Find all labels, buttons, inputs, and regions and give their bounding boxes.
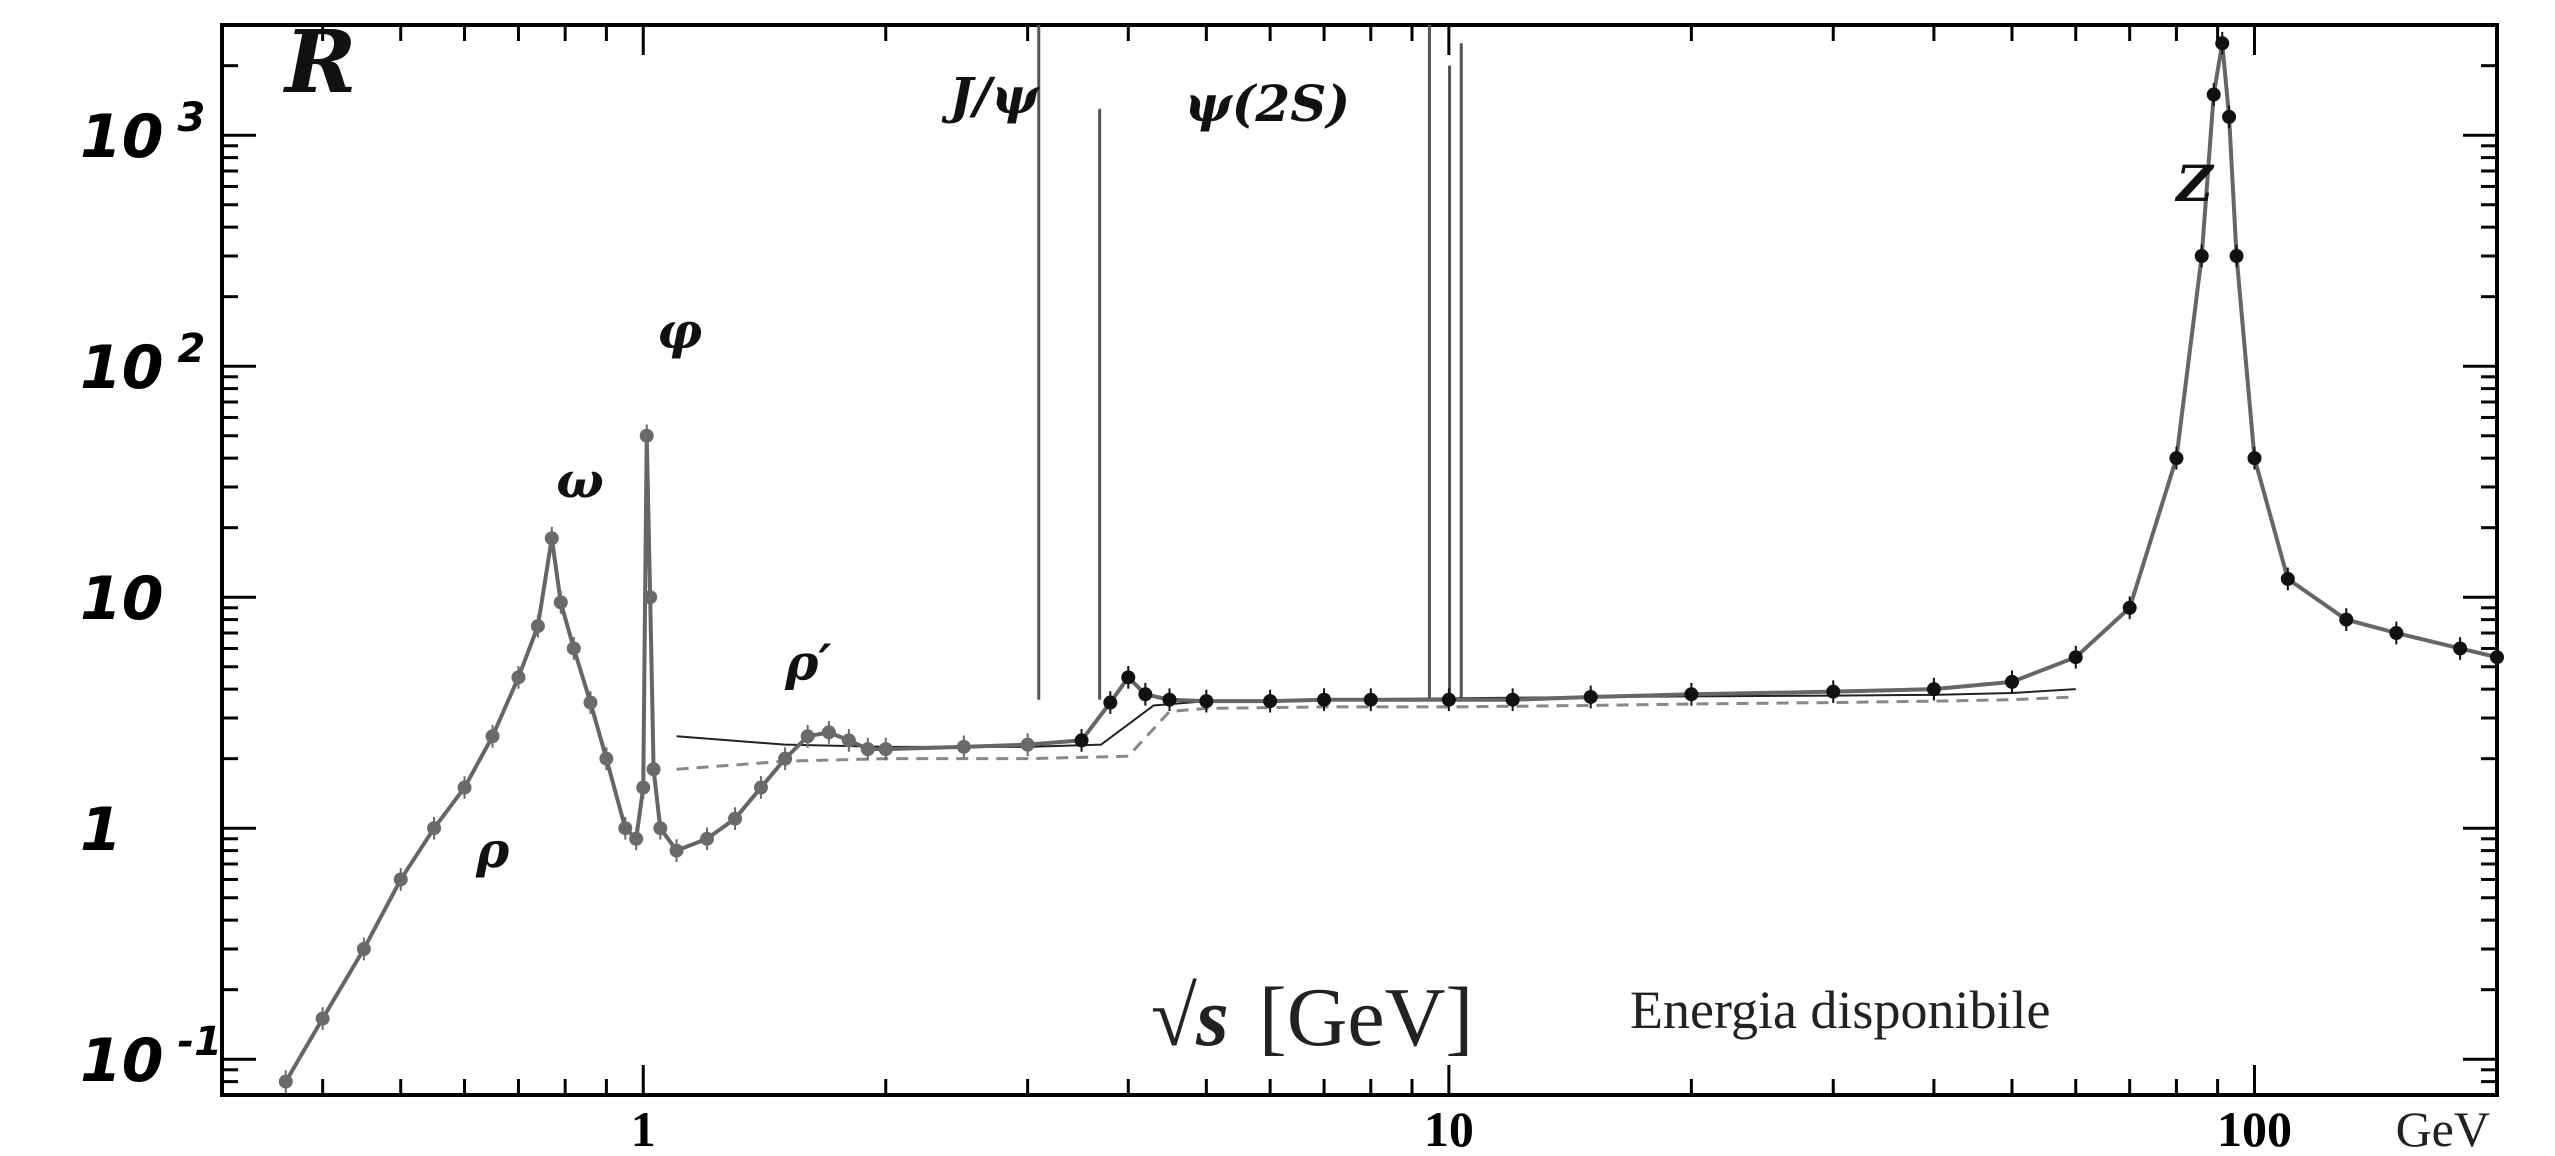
- data-point: [2004, 674, 2019, 689]
- data-point: [1684, 687, 1699, 702]
- data-point: [2215, 36, 2230, 51]
- y-axis-title: R: [282, 12, 356, 113]
- data-point: [599, 751, 614, 766]
- data-point: [646, 762, 661, 777]
- data-point: [2194, 249, 2209, 264]
- data-point: [530, 619, 545, 634]
- data-point: [1441, 692, 1456, 707]
- data-point: [1317, 692, 1332, 707]
- data-point: [2122, 600, 2137, 615]
- data-point: [860, 742, 875, 757]
- y-tick-label: 10 2: [80, 326, 205, 403]
- resonance-label: φ: [657, 301, 702, 360]
- data-point: [1138, 687, 1153, 702]
- x-tick-label: 100: [2217, 1101, 2292, 1156]
- data-point: [2280, 571, 2295, 586]
- data-point: [1505, 692, 1520, 707]
- data-point: [278, 1074, 293, 1089]
- data-point: [1103, 695, 1118, 710]
- resonance-label: ψ(2S): [1185, 74, 1350, 133]
- data-point: [2389, 625, 2404, 640]
- data-point: [2339, 612, 2354, 627]
- data-point: [2247, 451, 2262, 466]
- data-point: [841, 733, 856, 748]
- data-point: [427, 821, 442, 836]
- data-point: [821, 725, 836, 740]
- data-point: [753, 780, 768, 795]
- data-point: [315, 1011, 330, 1026]
- x-axis-title: √s [GeV]: [1150, 971, 1473, 1064]
- y-tick-label: 1: [80, 795, 122, 865]
- resonance-label: ω: [556, 451, 604, 510]
- data-point: [2068, 650, 2083, 665]
- data-point: [2229, 249, 2244, 264]
- data-point: [2453, 641, 2468, 656]
- data-point: [636, 780, 651, 795]
- y-tick-label: 10: [80, 564, 164, 634]
- resonance-label: J/ψ: [942, 66, 1041, 125]
- x-tick-label: 1: [631, 1101, 656, 1156]
- data-point: [778, 751, 793, 766]
- data-point: [1263, 694, 1278, 709]
- data-point: [1583, 689, 1598, 704]
- data-point: [1074, 733, 1089, 748]
- plot-area-border: [220, 23, 2499, 1097]
- data-point: [956, 739, 971, 754]
- data-point: [1926, 682, 1941, 697]
- resonance-label: ρ′: [784, 633, 831, 692]
- data-point: [1020, 737, 1035, 752]
- resonance-label: Z: [2174, 154, 2215, 213]
- x-axis-caption: Energia disponibile: [1630, 980, 2050, 1040]
- data-point: [1363, 692, 1378, 707]
- resonance-label: ρ: [475, 820, 510, 879]
- x-unit-label: GeV: [2396, 1101, 2490, 1156]
- data-point: [544, 531, 559, 546]
- data-point: [566, 641, 581, 656]
- data-point: [1826, 684, 1841, 699]
- x-tick-label: 10: [1424, 1101, 1474, 1156]
- data-point: [2169, 451, 2184, 466]
- data-point: [669, 843, 684, 858]
- y-tick-label: 10 3: [80, 95, 205, 172]
- data-point: [553, 595, 568, 610]
- data-point: [643, 590, 658, 605]
- data-point: [457, 780, 472, 795]
- data-point: [1121, 670, 1136, 685]
- y-tick-label: 10 -1: [80, 1019, 222, 1096]
- data-point: [2206, 87, 2221, 102]
- data-point: [653, 821, 668, 836]
- data-point: [583, 695, 598, 710]
- data-point: [878, 742, 893, 757]
- data-point: [639, 428, 654, 443]
- data-point: [1199, 694, 1214, 709]
- data-point: [356, 942, 371, 957]
- data-point: [2222, 109, 2237, 124]
- data-point: [1162, 692, 1177, 707]
- data-point: [485, 729, 500, 744]
- r-ratio-data-line: [284, 42, 2498, 1083]
- data-point: [800, 729, 815, 744]
- data-point: [728, 811, 743, 826]
- data-point: [393, 872, 408, 887]
- data-point: [2490, 650, 2504, 665]
- data-point: [700, 831, 715, 846]
- data-point: [511, 670, 526, 685]
- data-point: [629, 831, 644, 846]
- data-point: [618, 821, 633, 836]
